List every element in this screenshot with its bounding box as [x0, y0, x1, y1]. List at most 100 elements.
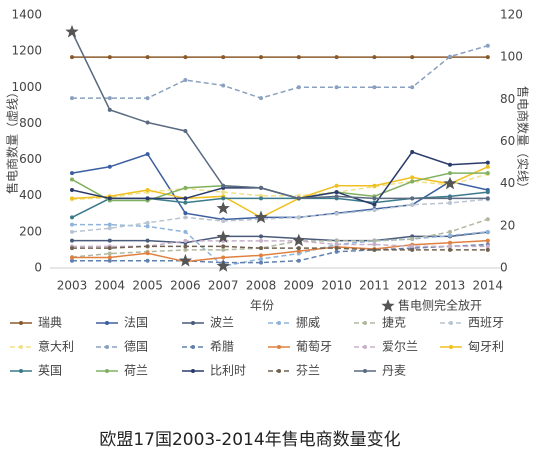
data-point: [410, 85, 415, 90]
x-tick-label: 2009: [284, 279, 315, 293]
data-point: [183, 247, 188, 252]
data-point: [485, 164, 490, 169]
data-point: [410, 55, 415, 60]
data-point: [145, 258, 150, 263]
data-point: [259, 196, 263, 201]
data-point: [448, 171, 452, 176]
data-point: [296, 55, 301, 60]
y-tick-label: 0: [34, 261, 42, 275]
data-point: [448, 200, 452, 205]
data-point: [183, 229, 188, 234]
data-point: [183, 196, 188, 201]
legend-dot: [449, 345, 453, 349]
data-point: [107, 55, 112, 60]
legend-label: 比利时: [210, 364, 246, 378]
data-point: [448, 162, 452, 167]
legend-label: 挪威: [296, 316, 320, 330]
data-point: [183, 244, 188, 249]
data-point: [145, 55, 150, 60]
data-point: [334, 238, 339, 243]
data-point: [259, 234, 263, 239]
data-point: [70, 222, 74, 227]
full-opening-star: [254, 210, 268, 224]
data-point: [485, 229, 490, 234]
full-opening-star: [443, 176, 457, 190]
legend-label: 售电侧完全放开: [398, 298, 482, 313]
series-line: [71, 218, 489, 258]
data-point: [410, 196, 415, 201]
legend-label: 瑞典: [38, 316, 62, 330]
data-point: [107, 255, 112, 260]
data-point: [70, 215, 74, 220]
data-point: [70, 96, 74, 101]
x-tick-label: 2003: [57, 279, 88, 293]
data-point: [145, 120, 150, 125]
legend-dot: [277, 345, 281, 349]
data-point: [372, 183, 377, 188]
data-point: [70, 196, 74, 201]
y2-tick-label: 120: [500, 8, 523, 22]
data-point: [448, 54, 452, 59]
data-point: [259, 246, 263, 251]
legend-dot: [19, 369, 23, 373]
y2-axis-label: 售电商数量（实线）: [516, 86, 531, 194]
data-point: [296, 85, 301, 90]
legend-dot: [191, 321, 195, 325]
data-point: [485, 244, 490, 249]
data-point: [485, 196, 490, 201]
data-point: [448, 247, 452, 252]
data-point: [334, 190, 339, 195]
data-point: [145, 96, 150, 101]
series-line: [71, 31, 488, 200]
full-opening-star: [216, 230, 230, 243]
data-point: [410, 179, 415, 184]
legend-dot: [105, 321, 109, 325]
legend-label: 希腊: [210, 339, 234, 354]
data-point: [145, 220, 150, 225]
data-point: [448, 233, 452, 238]
data-point: [145, 196, 150, 201]
full-opening-star: [216, 259, 230, 272]
data-point: [334, 55, 339, 60]
legend-label: 法国: [124, 316, 148, 330]
data-point: [485, 217, 490, 222]
data-point: [183, 211, 188, 216]
x-tick-label: 2012: [397, 279, 428, 293]
data-point: [334, 194, 339, 199]
x-tick-label: 2004: [95, 279, 126, 293]
series-line: [72, 240, 488, 248]
data-point: [221, 190, 226, 195]
data-point: [410, 150, 415, 155]
legend-label: 英国: [38, 364, 62, 378]
data-point: [221, 247, 226, 252]
chart-title: 欧盟17国2003-2014年售电商数量变化: [99, 430, 400, 450]
data-point: [485, 55, 490, 60]
data-point: [410, 237, 415, 242]
y-tick-label: 1000: [11, 80, 42, 94]
series-line: [72, 245, 488, 251]
data-point: [70, 255, 74, 260]
data-point: [107, 96, 112, 101]
full-opening-star: [65, 24, 79, 38]
data-point: [372, 247, 377, 252]
data-point: [259, 260, 263, 265]
data-point: [410, 175, 415, 180]
data-point: [372, 202, 377, 207]
data-point: [145, 244, 150, 249]
legend-label: 匈牙利: [468, 340, 504, 354]
data-point: [296, 258, 301, 263]
series-line: [71, 166, 489, 219]
data-point: [70, 258, 74, 263]
legend-label: 葡萄牙: [296, 340, 332, 354]
legend-dot: [363, 321, 367, 325]
legend-dot: [363, 345, 367, 349]
legend-dot: [277, 369, 281, 373]
data-point: [259, 253, 263, 258]
data-point: [183, 215, 188, 220]
data-point: [448, 229, 452, 234]
x-tick-label: 2011: [359, 279, 390, 293]
data-point: [372, 55, 377, 60]
data-point: [296, 196, 301, 201]
full-opening-star: [216, 201, 230, 214]
y-tick-label: 1400: [11, 8, 42, 22]
